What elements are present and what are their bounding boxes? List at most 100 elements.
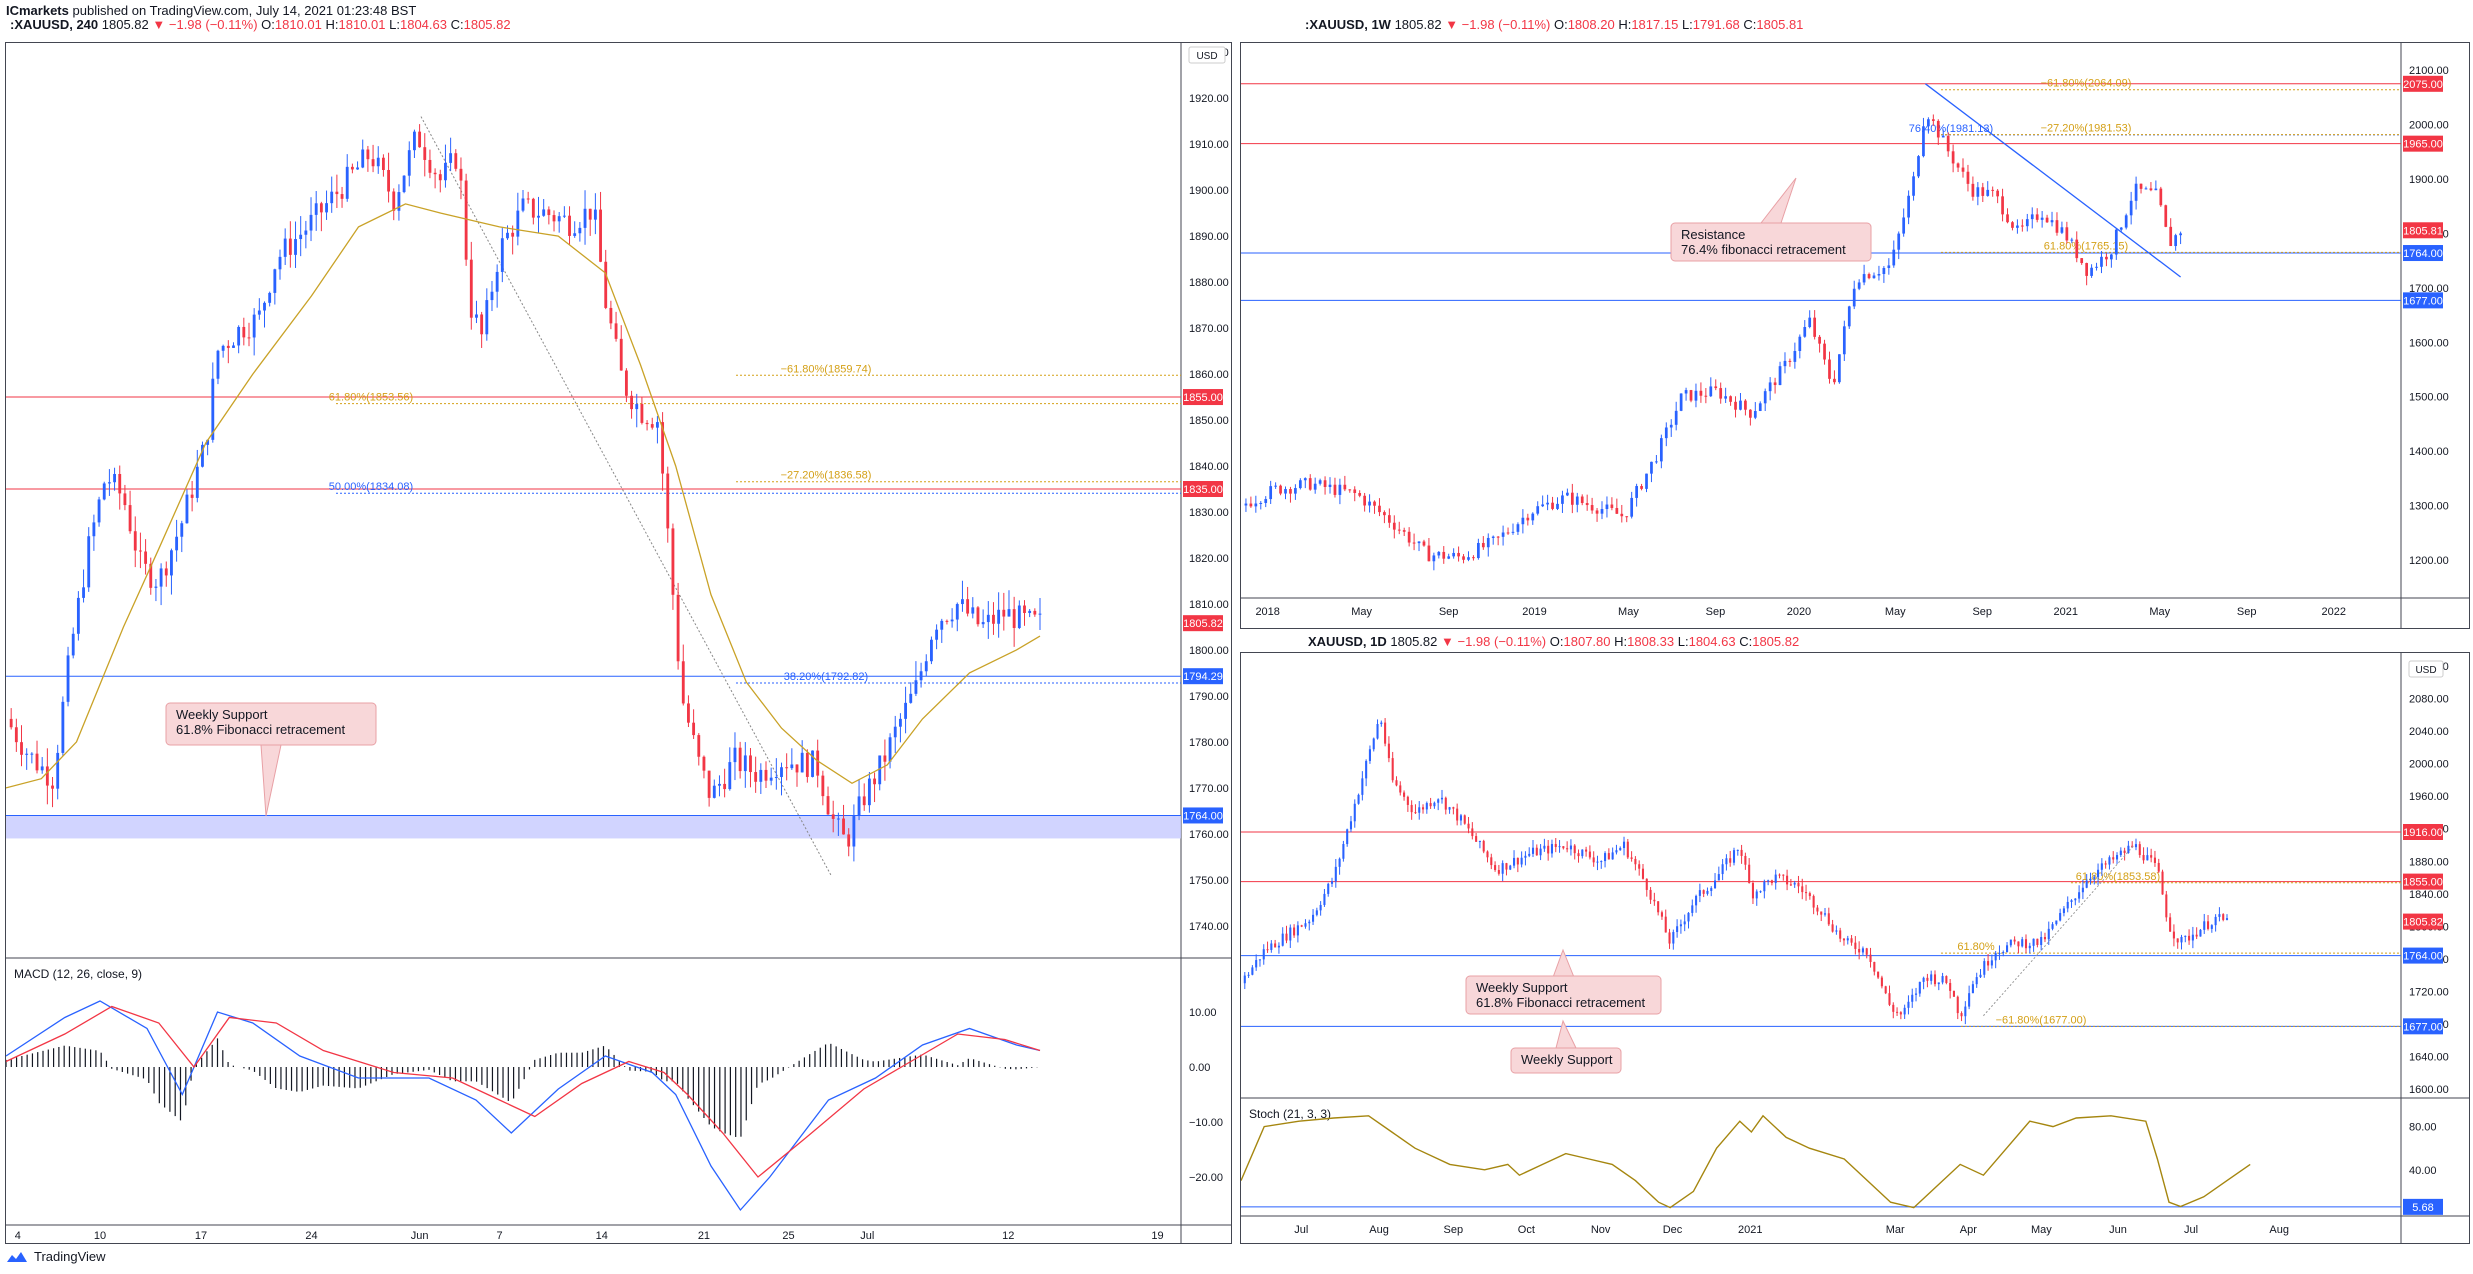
candle-body — [1376, 724, 1379, 739]
candle-body — [1300, 925, 1303, 927]
candle-body — [1773, 382, 1777, 386]
time-tick-label: May — [1351, 606, 1372, 618]
price-tick-label: 1740.00 — [1189, 921, 1229, 933]
candle-body — [1763, 881, 1766, 892]
left-chart-panel[interactable]: −61.80%(1859.74) 61.80%(1853.56) −27.20%(1… — [5, 42, 1232, 1244]
candle-body — [1254, 503, 1258, 507]
candle-body — [1971, 984, 1974, 994]
macd-tick-label: −10.00 — [1189, 1117, 1223, 1129]
time-tick-label: 2018 — [1255, 606, 1279, 618]
candle-body — [2021, 939, 2024, 947]
candle-body — [1867, 274, 1871, 279]
candle-body — [175, 536, 179, 551]
candle-body — [1902, 217, 1906, 234]
open-label: O: — [1549, 634, 1564, 649]
candle-body — [1620, 513, 1624, 517]
candle-body — [1687, 912, 1690, 922]
candle-body — [1645, 878, 1648, 890]
candle-body — [1581, 849, 1584, 857]
chart-4h-svg[interactable]: −61.80%(1859.74) 61.80%(1853.56) −27.20%(1… — [6, 43, 1231, 1243]
time-tick-label: Oct — [1518, 1224, 1535, 1236]
symbol-label[interactable]: XAUUSD, 1D — [1308, 634, 1387, 649]
candle-body — [681, 661, 685, 704]
candle-body — [1975, 977, 1978, 985]
candle-body — [314, 203, 318, 215]
time-tick-label: May — [1885, 606, 1906, 618]
candle-body — [2078, 892, 2081, 899]
candle-body — [1679, 393, 1683, 411]
candle-body — [1605, 504, 1609, 510]
candle-body — [1312, 914, 1315, 922]
candle-body — [878, 755, 882, 785]
candle-body — [1699, 390, 1703, 396]
candle-body — [1330, 881, 1334, 884]
candle-body — [1262, 949, 1265, 960]
candle-body — [1293, 927, 1296, 936]
chart-1d-svg[interactable]: 61.80%(1853.58) 61.80% −61.80%(1677.00) 160… — [1241, 653, 2469, 1243]
candle-body — [1941, 135, 1945, 138]
price-tick-label: 1900.00 — [2409, 174, 2449, 186]
candle-body — [2188, 935, 2191, 941]
price-tick-label: 1300.00 — [2409, 501, 2449, 513]
candle-body — [604, 261, 608, 308]
price-tag: 1794.29 — [1183, 671, 1223, 683]
candle-body — [1600, 861, 1603, 863]
candle-body — [992, 614, 995, 624]
candle-body — [1274, 485, 1277, 487]
time-tick-label: Mar — [1886, 1224, 1905, 1236]
candle-body — [1266, 949, 1269, 951]
candle-body — [1308, 921, 1311, 924]
chart-1w-svg[interactable]: −61.80%(2064.09) 76.40%(1981.13) −27.20%(1… — [1241, 43, 2469, 628]
price-tag: 1764.00 — [2403, 248, 2443, 260]
symbol-label[interactable]: :XAUUSD, 1W — [1305, 17, 1391, 32]
weekly-chart-title: :XAUUSD, 1W 1805.82 ▼ −1.98 (−0.11%) O:1… — [1305, 17, 1803, 32]
candle-body — [366, 149, 370, 160]
candle-body — [1907, 195, 1910, 218]
candle-body — [873, 778, 876, 785]
candle-body — [573, 233, 577, 236]
candle-body — [469, 259, 473, 318]
weekly-chart-panel[interactable]: −61.80%(2064.09) 76.40%(1981.13) −27.20%(1… — [1240, 42, 2470, 629]
candle-body — [1399, 785, 1402, 793]
candle-body — [1695, 895, 1698, 906]
candle-body — [149, 563, 153, 588]
candle-body — [1562, 846, 1565, 849]
price-tag-bg — [2403, 135, 2443, 152]
candle-body — [945, 620, 949, 622]
resistance-callout-box — [1670, 222, 1872, 262]
price-tick-label: 1600.00 — [2409, 1084, 2449, 1096]
candle-body — [1251, 967, 1254, 975]
candle-body — [1595, 510, 1599, 514]
fib-label: −61.80%(2064.09) — [2041, 78, 2132, 90]
symbol-label[interactable]: :XAUUSD, 240 — [10, 17, 99, 32]
fib-label: 50.00%(1834.08) — [329, 481, 413, 493]
candle-body — [1432, 555, 1436, 562]
candle-body — [1676, 926, 1679, 933]
weekly-support-callout-pointer — [1552, 948, 1575, 977]
stoch-label: Stoch (21, 3, 3) — [1249, 1107, 1331, 1121]
price-tick-label: 1770.00 — [1189, 783, 1229, 795]
candle-body — [2062, 908, 2065, 914]
stoch-tick-label: 40.00 — [2409, 1165, 2437, 1177]
price-tag-bg — [2403, 873, 2443, 890]
candle-body — [1880, 977, 1883, 987]
price-tick-label: 1890.00 — [1189, 231, 1229, 243]
candle-body — [1956, 996, 1959, 1014]
price-tick-label: 1760.00 — [1189, 829, 1229, 841]
candle-body — [1912, 176, 1915, 196]
candle-body — [1732, 850, 1736, 863]
author-name[interactable]: ICmarkets — [6, 3, 69, 18]
candle-body — [335, 191, 339, 195]
candle-body — [2176, 938, 2179, 943]
candle-body — [1264, 499, 1268, 503]
candle-body — [2009, 939, 2012, 946]
signal-line — [6, 1005, 1041, 1178]
candle-body — [1247, 974, 1250, 976]
candle-body — [1378, 505, 1381, 513]
candle-body — [506, 232, 509, 239]
candle-body — [898, 718, 902, 727]
tradingview-footer[interactable]: TradingView — [6, 1249, 106, 1264]
daily-chart-panel[interactable]: 61.80%(1853.58) 61.80% −61.80%(1677.00) 160… — [1240, 652, 2470, 1244]
candle-body — [1986, 189, 1990, 196]
time-tick-label: 2021 — [2054, 606, 2078, 618]
